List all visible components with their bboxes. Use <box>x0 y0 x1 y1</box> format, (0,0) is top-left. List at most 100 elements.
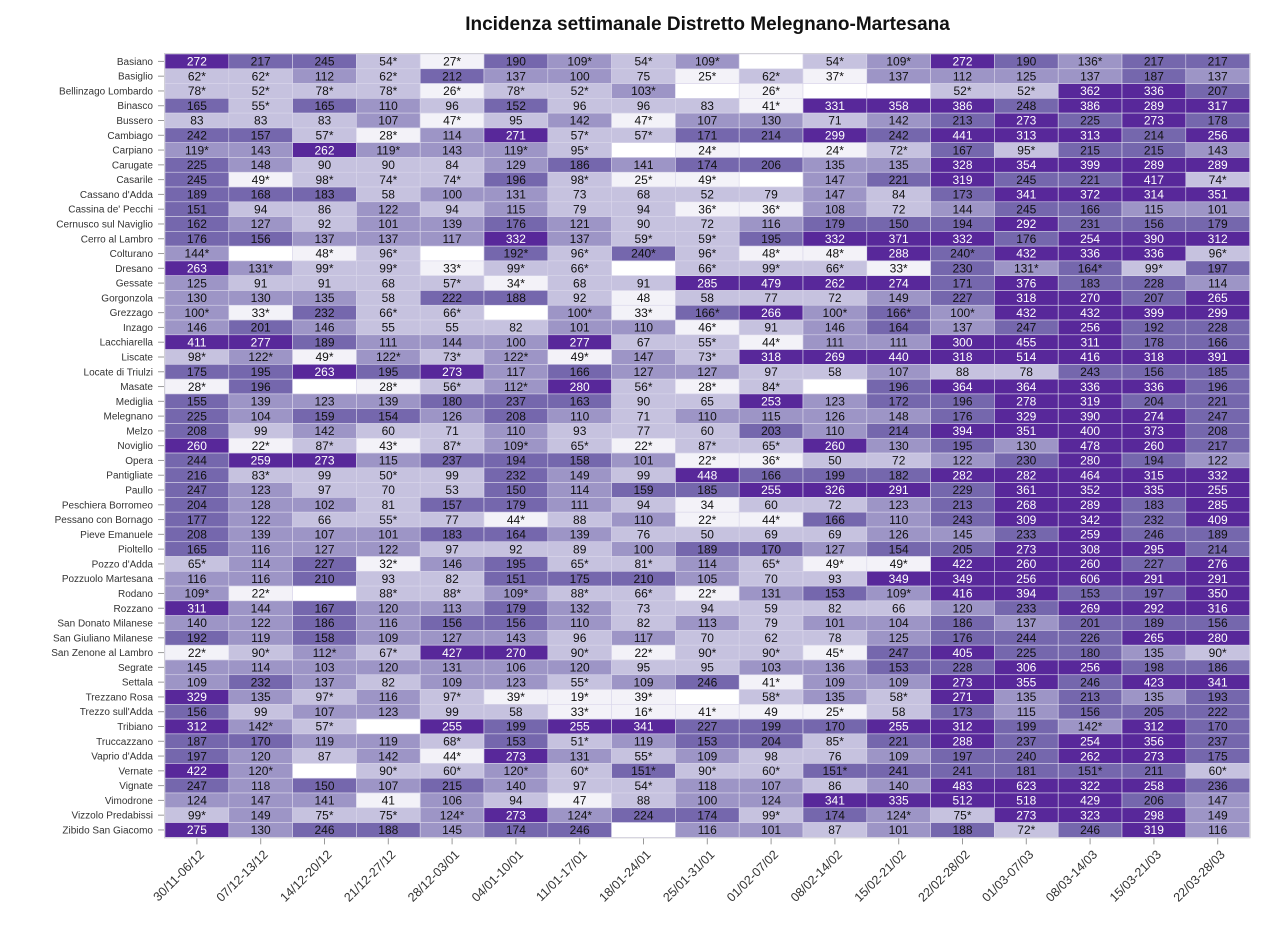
row-label: Colturano <box>110 249 154 260</box>
cell-value-label: 56* <box>634 380 652 394</box>
cell-value-label: 280 <box>1208 631 1228 645</box>
cell-value-label: 237 <box>442 454 462 468</box>
cell-value-label: 99 <box>318 468 332 482</box>
cell-value-label: 78 <box>1020 365 1034 379</box>
cell-value-label: 142* <box>1078 720 1103 734</box>
cell-value-label: 37* <box>826 69 844 83</box>
cell-value-label: 262 <box>1080 749 1100 763</box>
cell-value-label: 623 <box>1016 779 1036 793</box>
cell-value-label: 130 <box>889 439 909 453</box>
cell-value-label: 204 <box>187 498 207 512</box>
cell-value-label: 269 <box>825 350 845 364</box>
cell-value-label: 114 <box>443 128 462 142</box>
cell-value-label: 52 <box>701 188 715 202</box>
column-label: 11/01-17/01 <box>533 848 589 904</box>
cell-value-label: 118 <box>698 779 717 793</box>
cell-value-label: 125 <box>187 276 207 290</box>
cell-value-label: 58 <box>382 188 396 202</box>
cell-value-label: 394 <box>952 424 972 438</box>
cell-value-label: 258 <box>1144 779 1164 793</box>
cell-value-label: 215 <box>1080 143 1100 157</box>
cell-value-label: 149 <box>889 291 909 305</box>
row-label: Bussero <box>116 116 153 127</box>
row-label: Basiglio <box>118 72 153 83</box>
row-label: Melzo <box>126 426 153 437</box>
cell-value-label: 237 <box>506 395 526 409</box>
cell-value-label: 355 <box>1016 675 1036 689</box>
cell-value-label: 262 <box>825 276 845 290</box>
cell-value-label: 119 <box>251 631 270 645</box>
heatmap-cell-empty <box>675 83 740 99</box>
cell-value-label: 192 <box>187 631 207 645</box>
cell-value-label: 180 <box>1080 646 1100 660</box>
cell-value-label: 195 <box>378 365 398 379</box>
cell-value-label: 317 <box>1208 99 1228 113</box>
cell-value-label: 96* <box>1209 247 1227 261</box>
cell-value-label: 358 <box>889 99 909 113</box>
column-label: 15/02-21/02 <box>852 848 909 905</box>
cell-value-label: 122* <box>504 350 529 364</box>
cell-value-label: 183 <box>442 528 462 542</box>
cell-value-label: 247 <box>889 646 909 660</box>
cell-value-label: 120 <box>378 661 398 675</box>
cell-value-label: 83 <box>318 114 332 128</box>
cell-value-label: 144* <box>185 247 210 261</box>
cell-value-label: 93 <box>828 572 842 586</box>
cell-value-label: 83 <box>701 99 715 113</box>
cell-value-label: 232 <box>314 306 334 320</box>
cell-value-label: 273 <box>314 454 334 468</box>
cell-value-label: 90* <box>762 646 780 660</box>
cell-value-label: 240* <box>631 247 656 261</box>
cell-value-label: 94 <box>701 601 715 615</box>
cell-value-label: 99 <box>445 468 459 482</box>
cell-value-label: 73 <box>573 188 587 202</box>
cell-value-label: 125 <box>889 631 909 645</box>
cell-value-label: 99* <box>379 262 397 276</box>
cell-value-label: 108 <box>825 202 845 216</box>
cell-value-label: 107 <box>314 705 334 719</box>
row-label: San Zenone al Lambro <box>51 648 153 659</box>
cell-value-label: 186 <box>952 616 972 630</box>
cell-value-label: 341 <box>633 720 653 734</box>
cell-value-label: 22* <box>252 439 270 453</box>
cell-value-label: 221 <box>889 173 909 187</box>
cell-value-label: 90* <box>1209 646 1227 660</box>
cell-value-label: 100 <box>633 542 653 556</box>
cell-value-label: 98* <box>315 173 333 187</box>
cell-value-label: 199 <box>1016 720 1036 734</box>
cell-value-label: 260 <box>1144 439 1164 453</box>
cell-value-label: 196 <box>952 395 972 409</box>
cell-value-label: 164 <box>506 528 526 542</box>
cell-value-label: 242 <box>187 128 207 142</box>
cell-value-label: 441 <box>952 128 972 142</box>
cell-value-label: 110 <box>570 409 589 423</box>
cell-value-label: 178 <box>1208 114 1228 128</box>
cell-value-label: 188 <box>952 823 972 837</box>
cell-value-label: 256 <box>1208 128 1228 142</box>
row-label: Lacchiarella <box>100 338 154 349</box>
cell-value-label: 96* <box>379 247 397 261</box>
cell-value-label: 113 <box>698 616 717 630</box>
cell-value-label: 91 <box>637 276 651 290</box>
cell-value-label: 68 <box>382 276 396 290</box>
cell-value-label: 143 <box>1208 143 1228 157</box>
cell-value-label: 183 <box>1080 276 1100 290</box>
cell-value-label: 109 <box>442 675 462 689</box>
row-label: Rozzano <box>114 604 154 615</box>
cell-value-label: 180 <box>442 395 462 409</box>
cell-value-label: 197 <box>1144 587 1164 601</box>
cell-value-label: 62* <box>762 69 780 83</box>
row-label: Cerro al Lambro <box>81 234 154 245</box>
cell-value-label: 119* <box>185 143 209 157</box>
cell-value-label: 154 <box>889 542 909 556</box>
cell-value-label: 110 <box>570 616 589 630</box>
cell-value-label: 197 <box>187 749 207 763</box>
cell-value-label: 255 <box>761 483 781 497</box>
cell-value-label: 87* <box>443 439 461 453</box>
cell-value-label: 144 <box>952 202 972 216</box>
cell-value-label: 277 <box>251 335 271 349</box>
cell-value-label: 47 <box>573 794 587 808</box>
cell-value-label: 54* <box>379 55 397 69</box>
cell-value-label: 41* <box>698 705 716 719</box>
cell-value-label: 175 <box>1208 749 1228 763</box>
